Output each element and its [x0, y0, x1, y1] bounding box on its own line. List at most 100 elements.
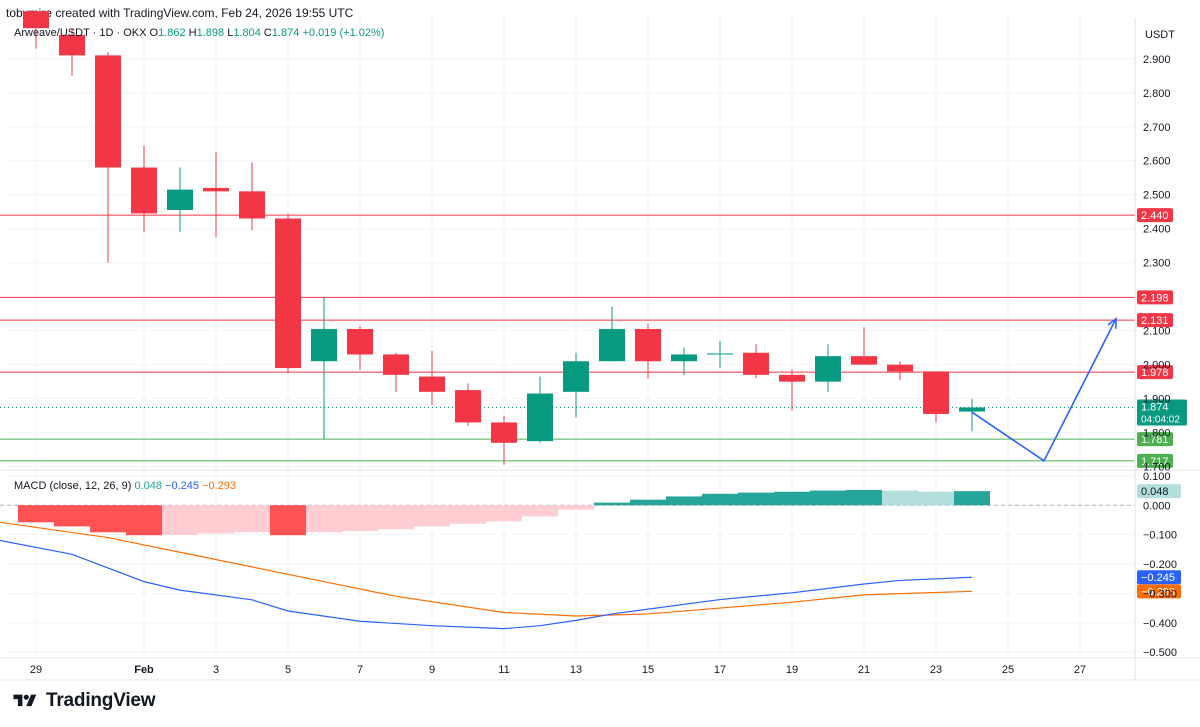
candle [959, 399, 985, 432]
price-tick-label: 2.500 [1143, 190, 1171, 202]
candle-body [311, 328, 337, 362]
date-tick-label: 3 [213, 664, 219, 676]
date-tick-label: 19 [786, 664, 798, 676]
candle [203, 152, 229, 238]
level-badge [1137, 432, 1173, 447]
price-tick-label: 2.700 [1143, 122, 1171, 134]
macd-histogram-bar [450, 505, 486, 524]
projection-arrowhead [1107, 317, 1117, 329]
candle [527, 376, 553, 443]
macd-histogram-bar [162, 505, 198, 535]
macd-value-badge [1137, 484, 1181, 499]
level-badge [1137, 365, 1173, 380]
candle [95, 51, 121, 263]
candle [635, 323, 661, 379]
macd-legend: MACD (close, 12, 26, 9) 0.048 −0.245 −0.… [14, 480, 236, 492]
candle-body [23, 11, 49, 29]
macd-histogram-bar [522, 505, 558, 517]
macd-value-badge [1137, 584, 1181, 599]
candle [779, 369, 805, 411]
candle [671, 347, 697, 375]
candle-body [275, 218, 301, 369]
candle-body [455, 390, 481, 423]
symbol-legend: Arweave/USDT · 1D · OKX O1.862 H1.898 L1… [14, 27, 384, 39]
price-tick-label: 2.000 [1143, 360, 1171, 372]
macd-histogram-bar [126, 505, 162, 536]
projection-path-line[interactable] [971, 318, 1117, 462]
macd-histogram-bar [198, 505, 234, 534]
macd-tick-label: −0.300 [1143, 588, 1177, 600]
candle [311, 296, 337, 440]
level-badge [1137, 290, 1173, 305]
logo-text: TradingView [46, 690, 156, 711]
macd-legend-part: 0.048 [134, 480, 165, 492]
date-tick-label: 11 [498, 664, 509, 676]
price-tick-label: 2.900 [1143, 54, 1171, 66]
currency-label: USDT [1145, 29, 1175, 41]
candle [59, 28, 85, 76]
macd-histogram-bar [270, 505, 306, 536]
tradingview-logo[interactable]: TradingView [10, 690, 156, 712]
attribution-text: tobymire created with TradingView.com, F… [6, 6, 354, 20]
chart-attribution: tobymire created with TradingView.com, F… [6, 6, 353, 20]
candle-body [671, 354, 697, 362]
macd-value-badge-text: 0.048 [1141, 486, 1169, 498]
macd-histogram-bar [846, 489, 882, 506]
legend-part: O [150, 27, 159, 39]
date-tick-label: 9 [429, 664, 435, 676]
bar-countdown-text: 04:04:02 [1141, 414, 1180, 425]
candle-body [419, 376, 445, 392]
legend-part: C [264, 27, 272, 39]
candle-body [347, 328, 373, 355]
macd-tick-label: −0.400 [1143, 618, 1177, 630]
legend-part: 1.898 [197, 27, 228, 39]
level-badge-text: 2.131 [1141, 315, 1169, 327]
macd-histogram-bar [702, 493, 738, 506]
macd-histogram-bar [378, 505, 414, 530]
date-tick-label: 7 [357, 664, 363, 676]
candle [131, 145, 157, 233]
legend-part: 1.862 [158, 27, 189, 39]
macd-histogram-bar [558, 505, 594, 510]
candle-body [887, 364, 913, 372]
date-tick-label: 23 [930, 664, 942, 676]
macd-histogram-bar [810, 490, 846, 506]
horizontal-levels[interactable]: 2.440 2.198 2.131 1.978 1.781 1.717 1.87404:04… [0, 208, 1187, 468]
level-badge-text: 1.781 [1141, 434, 1169, 446]
tradingview-logo-icon [13, 694, 37, 707]
candle [383, 352, 409, 392]
candle-body [383, 354, 409, 375]
macd-histogram-bar [954, 491, 990, 506]
date-tick-label: 13 [570, 664, 582, 676]
macd-histogram-bar [738, 492, 774, 506]
macd-histogram-bar [486, 505, 522, 522]
date-tick-label: 21 [858, 664, 870, 676]
date-tick-label: 27 [1074, 664, 1086, 676]
date-tick-label: 15 [642, 664, 654, 676]
macd-tick-label: −0.500 [1143, 647, 1177, 659]
legend-part: 1.804 [233, 27, 264, 39]
legend-part: Arweave/USDT · 1D · OKX [14, 27, 150, 39]
candle-body [851, 356, 877, 365]
candle-body [491, 422, 517, 443]
candle [923, 371, 949, 423]
price-tick-label: 1.900 [1143, 394, 1171, 406]
candle-body [203, 187, 229, 192]
macd-value-badge-text: −0.293 [1141, 586, 1175, 598]
price-tick-label: 1.800 [1143, 428, 1171, 440]
level-badge-text: 1.717 [1141, 456, 1169, 468]
current-price-text: 1.874 [1141, 401, 1169, 413]
candle [455, 383, 481, 426]
projection-drawing[interactable] [971, 317, 1117, 462]
macd-tick-label: −0.100 [1143, 530, 1177, 542]
macd-legend-part: MACD (close, 12, 26, 9) [14, 480, 134, 492]
candle-body [239, 191, 265, 219]
macd-tick-label: 0.000 [1143, 500, 1171, 512]
price-tick-label: 2.800 [1143, 88, 1171, 100]
legend-part: +0.019 (+1.02%) [302, 27, 384, 39]
macd-line [0, 539, 973, 630]
macd-histogram-bar [414, 505, 450, 527]
macd-legend-part: −0.245 [165, 480, 202, 492]
candle [815, 344, 841, 392]
